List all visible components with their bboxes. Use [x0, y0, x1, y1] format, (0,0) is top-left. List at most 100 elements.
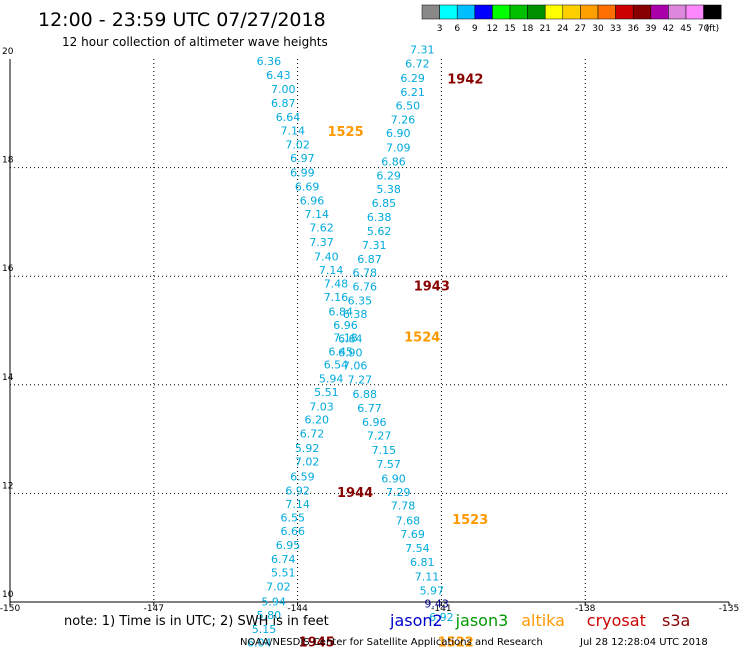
swh-value-label: 6.72 — [405, 58, 430, 71]
swh-value-label: 6.90 — [338, 347, 363, 360]
swh-value-label: 7.27 — [348, 374, 373, 387]
swh-value-label: 5.51 — [271, 566, 296, 579]
colorbar-swatch — [439, 4, 458, 20]
swh-value-label: 6.29 — [400, 72, 425, 85]
legend-item-jason2: jason2 — [389, 611, 443, 630]
swh-value-label: 6.74 — [271, 553, 296, 566]
colorbar-label: 3 — [437, 24, 443, 34]
legend: jason2 jason3 altika cryosat s3a — [389, 611, 690, 630]
pass-number-label: 1944 — [337, 486, 373, 501]
swh-value-label: 6.99 — [290, 166, 315, 179]
x-tick-label: -147 — [144, 604, 164, 614]
swh-value-label: 7.11 — [415, 570, 440, 583]
x-tick-label: -141 — [431, 604, 451, 614]
swh-value-label: 7.06 — [343, 360, 368, 373]
colorbar-swatch — [703, 4, 722, 20]
colorbar-swatch — [421, 4, 440, 20]
colorbar-swatch — [615, 4, 634, 20]
colorbar-swatch — [562, 4, 581, 20]
swh-value-label: 6.77 — [357, 402, 382, 415]
colorbar-label: 21 — [539, 24, 550, 34]
chart-subtitle: 12 hour collection of altimeter wave hei… — [62, 35, 328, 49]
swh-value-label: 7.09 — [386, 141, 411, 154]
swh-value-label: 7.26 — [391, 114, 416, 127]
swh-value-label: 7.31 — [362, 239, 387, 252]
swh-value-label: 7.16 — [324, 291, 349, 304]
swh-value-label: 6.64 — [338, 332, 363, 345]
colorbar-label: 30 — [592, 24, 604, 34]
swh-value-label: 7.14 — [319, 264, 344, 277]
swh-value-label: 6.95 — [276, 539, 301, 552]
swh-value-label: 6.38 — [367, 211, 392, 224]
colorbar-swatch — [527, 4, 546, 20]
swh-value-label: 5.38 — [376, 183, 401, 196]
swh-value-label: 7.02 — [285, 139, 310, 152]
pass-number-label: 1943 — [414, 279, 450, 294]
swh-value-label: 6.45 — [328, 345, 353, 358]
swh-value-label: 6.81 — [410, 556, 435, 569]
colorbar-label: 18 — [522, 24, 534, 34]
swh-value-label: 6.43 — [266, 69, 291, 82]
grid — [10, 59, 729, 602]
swh-value-label: 5.80 — [257, 609, 282, 622]
swh-value-label: 9.43 — [424, 597, 449, 610]
plot-frame — [10, 59, 729, 602]
pass-number-label: 1942 — [447, 72, 483, 87]
legend-item-cryosat: cryosat — [587, 611, 646, 630]
swh-value-label: 7.02 — [295, 456, 320, 469]
colorbar-swatch — [509, 4, 528, 20]
colorbar-label: 42 — [663, 24, 674, 34]
y-tick-label: 20 — [2, 47, 14, 57]
pass-labels: 1942 1525 1943 1524 1944 1523 1945 1522 — [299, 72, 489, 650]
swh-value-label: 7.57 — [376, 458, 401, 471]
footer-note: note: 1) Time is in UTC; 2) SWH is in fe… — [64, 614, 329, 629]
swh-value-label: 6.38 — [343, 308, 368, 321]
colorbar-swatch — [544, 4, 564, 20]
swh-value-label: 6.29 — [376, 170, 401, 183]
colorbar-label: 15 — [504, 24, 515, 34]
swh-value-label: 7.15 — [372, 444, 397, 457]
x-tick-label: -138 — [575, 604, 596, 614]
colorbar-swatch — [668, 4, 687, 20]
swh-value-label: 6.85 — [372, 197, 397, 210]
swh-value-label: 6.55 — [281, 512, 306, 525]
swh-value-label: 6.87 — [271, 97, 296, 110]
colorbar-label: 45 — [680, 24, 691, 34]
swh-value-label: 6.96 — [333, 319, 358, 332]
swh-value-label: 6.76 — [352, 280, 377, 293]
y-tick-label: 16 — [2, 264, 14, 274]
swh-value-label: 6.04 — [247, 637, 272, 650]
colorbar-label: 36 — [627, 24, 639, 34]
colorbar-swatch — [492, 4, 511, 20]
swh-value-label: 6.87 — [357, 253, 382, 266]
y-tick-label: 14 — [2, 373, 14, 383]
swh-value-label: 7.31 — [410, 44, 435, 57]
swh-value-label: 6.54 — [324, 359, 349, 372]
colorbar-swatch — [632, 4, 652, 20]
legend-item-s3a: s3a — [662, 611, 690, 630]
pass-number-label: 1523 — [452, 513, 488, 528]
swh-value-label: 7.02 — [266, 581, 291, 594]
y-tick-label: 12 — [2, 481, 13, 491]
y-tick-label: 18 — [2, 156, 14, 166]
swh-value-label: 7.37 — [309, 236, 334, 249]
swh-value-label: 7.14 — [281, 124, 306, 137]
colorbar-label: 27 — [575, 24, 586, 34]
swh-value-label: 5.62 — [367, 225, 392, 238]
swh-value-label: 6.97 — [290, 152, 315, 165]
swh-value-label: 5.97 — [420, 584, 445, 597]
swh-value-label: 7.68 — [396, 514, 421, 527]
swh-value-label: 6.59 — [290, 470, 315, 483]
colorbar-label: 39 — [645, 24, 657, 34]
colorbar-label: 33 — [610, 24, 621, 34]
colorbar-swatch — [456, 4, 476, 20]
colorbar-label: 6 — [454, 24, 460, 34]
swh-value-label: 6.90 — [381, 473, 406, 486]
data-labels: 6.366.437.006.876.647.147.026.976.996.69… — [247, 44, 454, 650]
swh-value-label: 6.84 — [328, 305, 353, 318]
swh-value-label: 5.94 — [261, 595, 286, 608]
swh-value-label: 5.94 — [319, 373, 344, 386]
pass-number-label: 1522 — [438, 636, 474, 650]
colorbar-label: 70 — [698, 24, 710, 34]
y-tick-label: 10 — [2, 590, 14, 600]
